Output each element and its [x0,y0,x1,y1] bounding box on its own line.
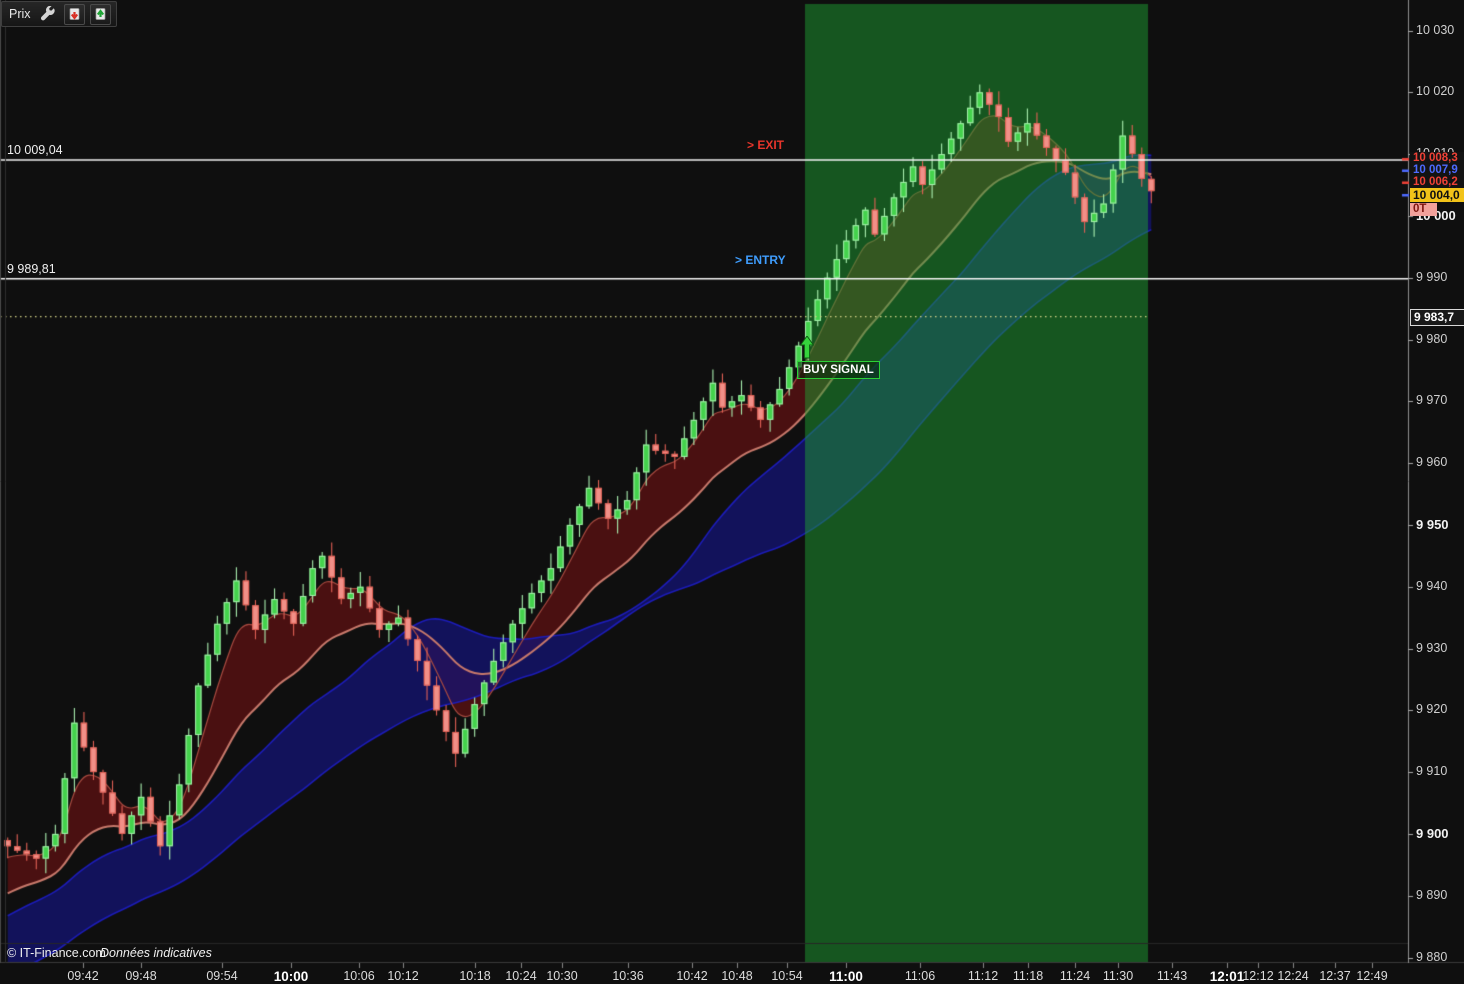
time-axis-label: 12:49 [1356,969,1388,983]
price-axis-label: 10 030 [1416,22,1455,37]
exit-line-label: > EXIT [747,138,785,152]
last-price-tag: 10 004,0 [1410,188,1464,202]
time-axis-label: 11:18 [1012,969,1044,983]
buy-signal-badge: BUY SIGNAL [797,361,880,379]
time-axis-label: 10:00 [273,969,309,984]
data-note-text: Données indicatives [100,946,212,960]
price-axis-label: 9 960 [1416,455,1448,470]
time-axis-label: 10:30 [546,969,578,983]
price-axis-label: 10 020 [1416,84,1455,99]
time-axis-label: 10:54 [771,969,803,983]
time-axis-label: 11:24 [1059,969,1091,983]
time-axis-label: 12:37 [1319,969,1351,983]
band-upper-value-tag: 10 007,9 [1410,163,1464,176]
time-axis-label: 10:24 [505,969,537,983]
price-axis-label: 9 890 [1416,887,1448,902]
export-up-icon[interactable] [89,3,111,25]
time-axis-label: 11:30 [1102,969,1134,983]
time-axis-label: 11:06 [904,969,936,983]
time-axis-label: 11:00 [829,969,863,984]
chart-title: Prix [9,7,31,21]
export-down-icon[interactable] [63,3,85,25]
dotted-line-price-tag: 9 983,7 [1410,308,1464,326]
buy-arrow-icon [799,335,815,364]
slow-ma-value-tag: 10 008,3 [1410,152,1464,164]
time-axis-label: 09:54 [206,969,238,983]
entry-line-label: > ENTRY [735,253,786,267]
price-axis-label: 9 980 [1416,331,1448,346]
time-axis-label: 12:12 [1242,969,1274,983]
time-axis-label: 11:12 [967,969,999,983]
price-axis-label: 9 950 [1416,516,1449,532]
price-axis-label: 9 880 [1416,949,1448,964]
time-axis-label: 09:42 [67,969,99,983]
time-axis-label: 10:36 [612,969,644,983]
chart-toolbar: Prix [1,1,117,27]
price-axis-label: 9 900 [1416,825,1449,841]
fast-ma-value-tag: 10 006,2 [1410,175,1464,188]
price-axis-label: 9 910 [1416,764,1448,779]
price-axis-label: 9 970 [1416,393,1448,408]
time-axis-label: 10:48 [721,969,753,983]
price-axis-label: 9 990 [1416,269,1448,284]
time-axis-label: 10:12 [387,969,419,983]
wrench-icon[interactable] [38,4,59,25]
time-axis-label: 10:18 [459,969,491,983]
time-axis-label: 12:24 [1277,969,1309,983]
exit-price-label: 10 009,04 [7,143,63,157]
time-axis-label: 10:06 [343,969,375,983]
position-badge: 0T [1410,203,1437,216]
entry-price-label: 9 989,81 [7,262,56,276]
price-axis-label: 9 920 [1416,702,1448,717]
time-axis-label: 12:01 [1209,969,1245,984]
time-axis-label: 11:43 [1156,969,1188,983]
copyright-text: © IT-Finance.com [7,946,106,960]
time-axis-label: 10:42 [676,969,708,983]
price-axis-label: 9 940 [1416,578,1448,593]
price-axis-label: 9 930 [1416,640,1448,655]
time-axis-label: 09:48 [125,969,157,983]
